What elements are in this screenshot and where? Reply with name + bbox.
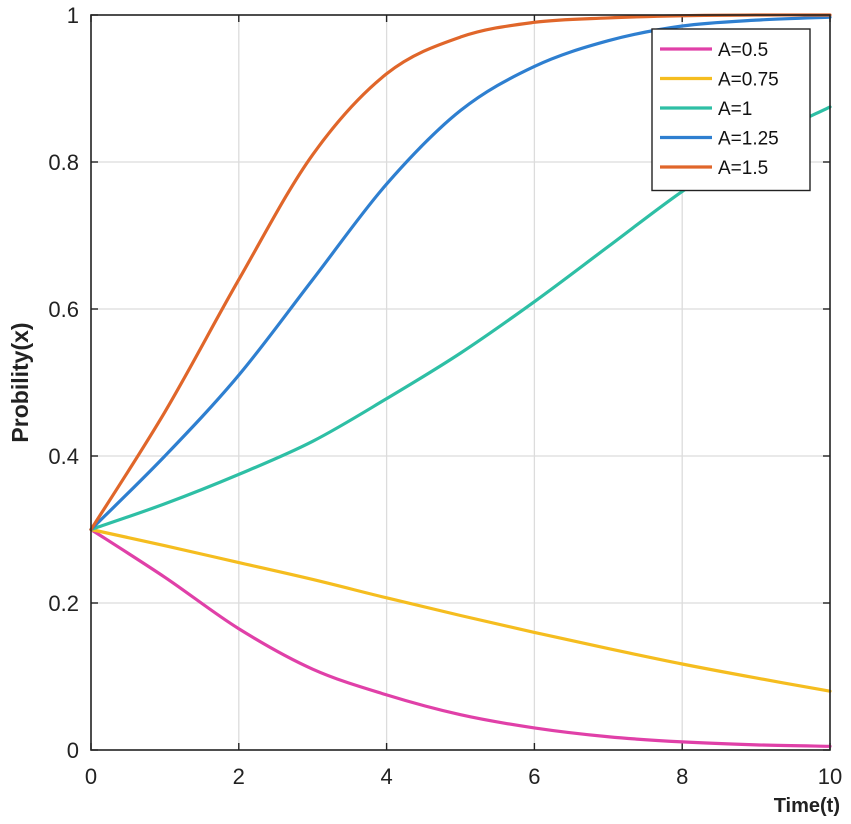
legend-box — [651, 28, 811, 192]
y-tick-label: 0 — [67, 738, 79, 763]
y-tick-label: 0.6 — [48, 297, 79, 322]
legend-label: A=1.25 — [718, 129, 779, 150]
series-line-a-1-25 — [89, 15, 832, 532]
x-tick-label: 10 — [818, 764, 842, 789]
legend-label: A=0.75 — [718, 70, 779, 91]
x-tick-label: 2 — [233, 764, 245, 789]
legend-label: A=0.5 — [718, 40, 768, 61]
x-tick-label: 6 — [528, 764, 540, 789]
series-line-a-0-75 — [89, 527, 832, 693]
plot-frame — [90, 14, 831, 751]
tick-labels: 0 2 4 6 8 10 0 0.2 0.4 0.6 0.8 1 — [48, 3, 842, 789]
legend: A=0.5 A=0.75 A=1 A=1.25 A=1.5 — [651, 28, 811, 192]
legend-label: A=1.5 — [718, 158, 768, 179]
series-line-a-0-5 — [89, 527, 832, 748]
y-axis-label: Probility(x) — [7, 322, 33, 442]
x-tick-label: 8 — [676, 764, 688, 789]
y-tick-label: 0.4 — [48, 444, 79, 469]
y-tick-label: 0.2 — [48, 591, 79, 616]
x-axis-label: Time(t) — [774, 795, 840, 817]
legend-label: A=1 — [718, 99, 752, 120]
y-tick-label: 0.8 — [48, 150, 79, 175]
x-tick-label: 0 — [85, 764, 97, 789]
y-tick-label: 1 — [67, 3, 79, 28]
x-tick-label: 4 — [380, 764, 392, 789]
